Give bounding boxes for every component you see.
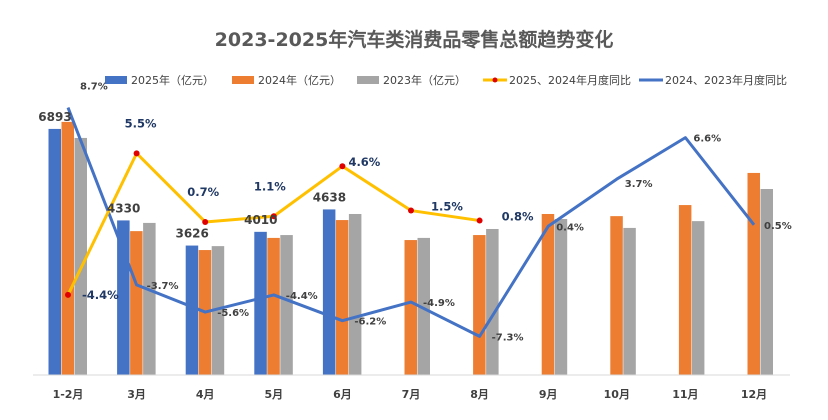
bar-2023: [74, 137, 87, 375]
line-2024-2023-yoy: [66, 107, 756, 338]
lines: [65, 107, 756, 338]
yoy-label-2024: 6.6%: [693, 134, 721, 145]
bar-2023: [280, 235, 293, 375]
data-labels: 6893 4330 3626 4010 4638 -4.4% 5.5% 0.7% 1.1% 4.6…: [38, 82, 791, 344]
legend: 2025年（亿元） 2024年（亿元） 2023年（亿元） 2025、2024年月度同…: [105, 73, 787, 87]
legend-label: 2025年（亿元）: [131, 73, 214, 87]
bar-2024: [130, 231, 143, 375]
bar-2024: [747, 172, 760, 375]
bar-value-label: 4010: [244, 213, 277, 227]
bar-2025: [322, 209, 336, 375]
bar-2025: [185, 245, 199, 375]
bar-2023: [211, 246, 225, 375]
line-marker: [202, 218, 209, 225]
bar-value-label: 4638: [313, 190, 346, 204]
bar-2024: [678, 205, 692, 375]
legend-label: 2025、2024年月度同比: [509, 73, 631, 87]
legend-label: 2024年（亿元）: [258, 73, 341, 87]
yoy-label-2024: -5.6%: [217, 308, 249, 319]
yoy-label-2024: -6.2%: [354, 317, 386, 328]
x-tick-label: 9月: [539, 388, 558, 401]
x-tick-label: 7月: [402, 388, 421, 401]
bar-2023: [486, 228, 499, 375]
bar-2024: [335, 220, 349, 375]
yoy-label-2025: 0.7%: [187, 185, 219, 199]
x-tick-label: 4月: [196, 388, 215, 401]
bar-2024: [404, 240, 417, 375]
x-tick-label: 6月: [333, 388, 352, 401]
x-tick-label: 8月: [470, 388, 489, 401]
yoy-label-2025: 4.6%: [348, 155, 380, 169]
bar-2024: [473, 235, 486, 375]
yoy-label-2025: 0.8%: [502, 210, 534, 224]
line-marker: [476, 217, 483, 224]
yoy-label-2024: 0.4%: [556, 222, 584, 233]
yoy-label-2024: -4.4%: [286, 291, 318, 302]
bar-2023: [623, 227, 636, 375]
bar-2023: [554, 218, 568, 375]
bar-2024: [61, 121, 74, 376]
line-marker: [65, 291, 71, 298]
yoy-label-2024: 3.7%: [625, 179, 653, 190]
line-marker: [339, 163, 346, 170]
bar-2025: [48, 128, 61, 375]
bar-2025: [254, 231, 267, 375]
bar-2024: [541, 213, 555, 375]
legend-label: 2024、2023年月度同比: [665, 73, 787, 87]
chart-title: 2023-2025年汽车类消费品零售总额趋势变化: [215, 28, 614, 51]
bar-2025: [117, 220, 130, 375]
yoy-label-2024: 8.7%: [80, 82, 108, 93]
bar-2023: [760, 189, 773, 375]
x-tick-label: 5月: [264, 388, 283, 401]
yoy-label-2025: 1.5%: [431, 200, 463, 214]
legend-swatch: [105, 76, 127, 84]
bar-2024: [610, 216, 623, 375]
yoy-label-2024: -7.3%: [492, 332, 524, 343]
bar-value-label: 4330: [107, 201, 140, 215]
yoy-label-2024: -3.7%: [147, 281, 179, 292]
line-marker: [408, 207, 414, 214]
yoy-label-2025: -4.4%: [82, 288, 119, 302]
legend-swatch: [232, 76, 254, 84]
bar-2023: [691, 221, 705, 375]
x-tick-label: 11月: [672, 388, 698, 401]
yoy-label-2024: -4.9%: [423, 298, 455, 309]
legend-label: 2023年（亿元）: [383, 73, 466, 87]
line-marker: [270, 213, 277, 220]
yoy-label-2024: 0.5%: [764, 221, 792, 232]
bar-value-label: 6893: [38, 110, 71, 124]
legend-marker: [492, 77, 498, 83]
x-tick-label: 12月: [741, 388, 767, 401]
x-tick-label: 10月: [604, 388, 630, 401]
line-marker: [133, 150, 140, 157]
bar-2024: [267, 237, 280, 375]
legend-swatch: [357, 76, 379, 84]
bar-2023: [348, 213, 362, 375]
x-ticks: 1-2月 3月 4月 5月 6月 7月 8月 9月 10月 11月 12月: [53, 388, 768, 401]
yoy-label-2025: 1.1%: [254, 179, 286, 193]
bar-value-label: 3626: [175, 227, 208, 241]
x-tick-label: 3月: [127, 388, 146, 401]
bar-2023: [417, 237, 430, 375]
yoy-label-2025: 5.5%: [125, 116, 157, 130]
bar-2023: [143, 222, 156, 375]
x-tick-label: 1-2月: [53, 388, 84, 401]
bars: [48, 121, 773, 376]
